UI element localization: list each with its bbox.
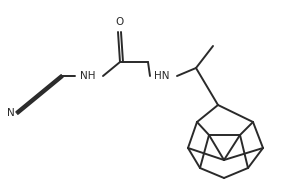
Text: N: N (7, 108, 15, 118)
Text: HN: HN (154, 71, 170, 81)
Text: O: O (115, 17, 123, 27)
Text: NH: NH (80, 71, 96, 81)
